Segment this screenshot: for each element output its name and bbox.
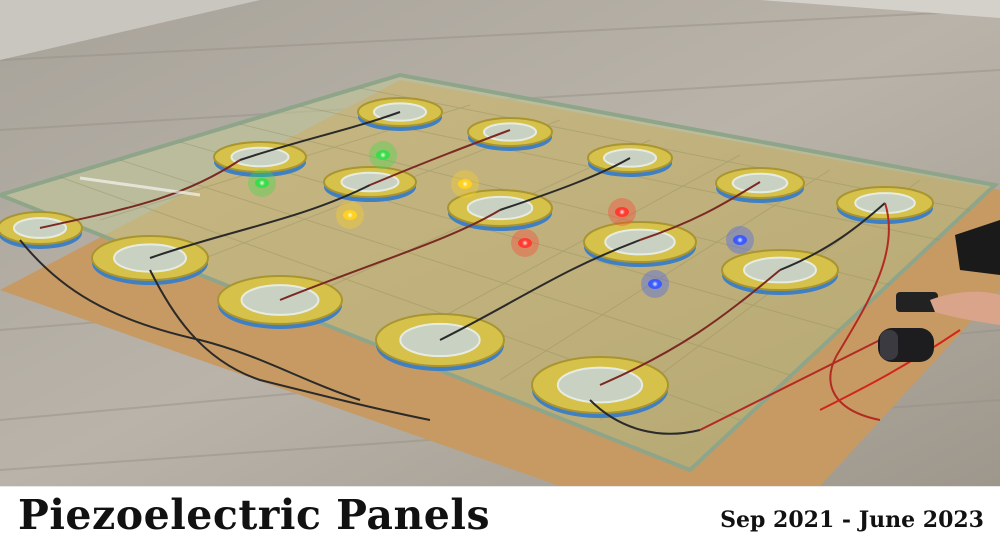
project-dates: Sep 2021 - June 2023 xyxy=(720,507,984,533)
piezo-disc xyxy=(375,313,505,371)
battery-pack xyxy=(955,220,1000,275)
wires xyxy=(19,111,961,435)
led-light xyxy=(248,169,276,197)
led-light xyxy=(451,170,479,198)
piezo-disc xyxy=(715,167,805,203)
hand xyxy=(930,291,1000,325)
led-light xyxy=(726,226,754,254)
piezo-disc xyxy=(357,97,443,131)
glass-reflection xyxy=(79,176,201,197)
led-light xyxy=(511,229,539,257)
circuit-components xyxy=(878,220,1000,362)
piezo-disc xyxy=(0,211,83,249)
piezo-disc xyxy=(213,141,307,177)
component-module xyxy=(896,292,938,312)
led-light xyxy=(608,198,636,226)
piezo-disc xyxy=(467,117,553,151)
led-light xyxy=(641,270,669,298)
project-photo xyxy=(0,0,1000,486)
baseboard-right xyxy=(760,0,1000,18)
led-light xyxy=(336,201,364,229)
piezo-disc xyxy=(721,249,839,295)
piezo-discs xyxy=(0,97,934,418)
led-light xyxy=(369,141,397,169)
project-title: Piezoelectric Panels xyxy=(18,491,491,539)
piezo-disc xyxy=(583,221,697,267)
piezo-disc xyxy=(447,189,553,231)
leds xyxy=(248,141,754,298)
caption-bar: Piezoelectric Panels Sep 2021 - June 202… xyxy=(0,486,1000,556)
piezo-disc xyxy=(91,235,209,285)
baseboard xyxy=(0,0,260,60)
